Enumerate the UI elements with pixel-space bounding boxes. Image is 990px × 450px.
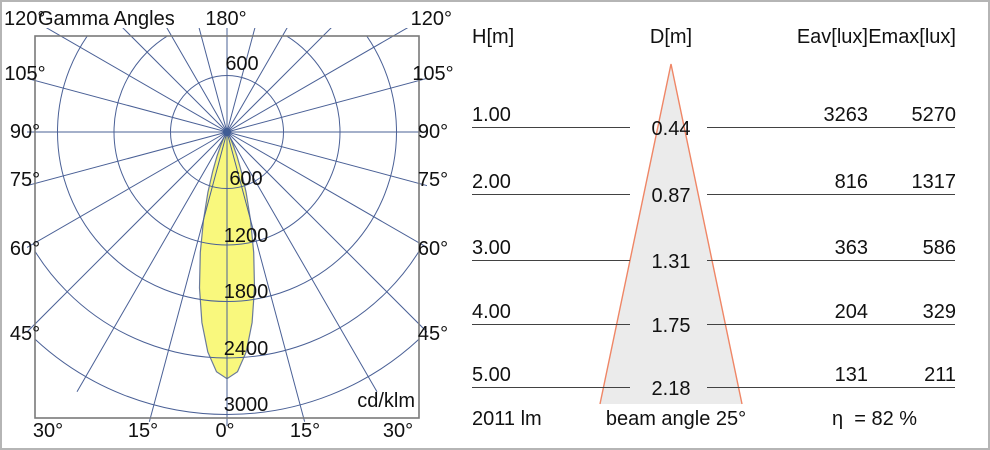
ring-label: 600 [229, 168, 263, 190]
row-line-left [472, 387, 630, 388]
eav-value: 363 [834, 237, 868, 259]
center-dot [223, 128, 231, 136]
angle-label-left: 60° [9, 238, 41, 260]
polar-radial-line [122, 28, 228, 133]
angle-label-bottom: 30° [382, 420, 414, 442]
beam-angle-label: beam angle 25° [605, 408, 747, 430]
ring-label: 1800 [223, 281, 269, 303]
ring-label: 3000 [223, 394, 269, 416]
polar-radial-line [148, 131, 228, 422]
angle-label-right: 45° [417, 323, 449, 345]
row-line-right [707, 387, 955, 388]
column-header-emax: Emax[lux] [868, 26, 956, 48]
emax-value: 211 [924, 364, 956, 386]
angle-label-left: 105° [4, 63, 46, 85]
angle-label-bottom: 30° [32, 420, 64, 442]
row-line-left [472, 324, 630, 325]
row-line-right [707, 194, 955, 195]
polar-radial-line [226, 77, 427, 133]
emax-value: 329 [922, 301, 956, 323]
angle-label-top-right: 120° [410, 8, 452, 30]
polar-radial-line [27, 131, 228, 187]
polar-radial-line [166, 28, 228, 133]
polar-radial-line [226, 131, 378, 393]
polar-radial-line [226, 131, 427, 187]
height-value: 2.00 [472, 171, 511, 193]
height-value: 1.00 [472, 104, 511, 126]
row-line-left [472, 194, 630, 195]
luminous-flux-label: 2011 lm [472, 408, 542, 430]
polar-radial-line [27, 131, 228, 333]
angle-label-left: 45° [9, 323, 41, 345]
unit-label: cd/klm [357, 390, 415, 412]
polar-radial-line [226, 28, 332, 133]
polar-radial-line [226, 28, 256, 133]
diameter-value: 1.31 [651, 251, 691, 273]
polar-radial-line [76, 131, 228, 393]
beam-cone-shape [599, 63, 743, 405]
ring-label: 1200 [223, 224, 269, 247]
column-header-eav: Eav[lux] [796, 26, 868, 48]
polar-radial-line [226, 131, 427, 249]
row-line-right [707, 260, 955, 261]
row-line-left [472, 127, 630, 128]
polar-radial-line [226, 28, 288, 133]
height-value: 3.00 [472, 237, 511, 259]
polar-radial-line [226, 131, 306, 422]
polar-radial-line [226, 28, 409, 133]
beam-cone-diagram [599, 63, 743, 405]
eav-value: 816 [834, 171, 868, 193]
polar-diagram-panel: 120° Gamma Angles 180° 120° cd/klm 600 60… [2, 2, 457, 448]
row-line-right [707, 324, 955, 325]
diameter-value: 0.87 [651, 185, 691, 207]
diameter-value: 1.75 [651, 315, 691, 337]
column-header-diameter: D[m] [649, 26, 693, 48]
polar-radial-line [226, 131, 427, 333]
polar-chart [27, 28, 427, 426]
emax-value: 5270 [911, 104, 957, 126]
angle-label-bottom: 15° [127, 420, 159, 442]
angle-label-right: 105° [412, 63, 454, 85]
angle-label-right: 90° [417, 121, 449, 143]
chart-frame [34, 35, 420, 419]
diameter-value: 2.18 [651, 378, 691, 400]
illuminance-table-panel: H[m] D[m] Eav[lux] Emax[lux] 1.00 0.44 326… [457, 2, 988, 448]
angle-label-left: 75° [9, 169, 41, 191]
row-line-right [707, 127, 955, 128]
row-line-left [472, 260, 630, 261]
efficiency-label: η = 82 % [832, 408, 918, 430]
polar-radial-line [198, 28, 228, 133]
emax-value: 586 [922, 237, 956, 259]
column-header-height: H[m] [472, 26, 515, 48]
height-value: 5.00 [472, 364, 511, 386]
angle-label-180: 180° [205, 8, 247, 30]
radial-grid [27, 28, 427, 426]
angle-label-right: 75° [417, 169, 449, 191]
polar-radial-line [45, 28, 228, 133]
eav-value: 131 [834, 364, 868, 386]
angle-label-bottom: 0° [215, 420, 235, 442]
chart-title: Gamma Angles [38, 8, 175, 30]
eav-value: 204 [834, 301, 868, 323]
angle-label-top-left: 120° [4, 8, 46, 30]
diameter-value: 0.44 [651, 118, 691, 140]
ring-label: 600 [225, 53, 259, 75]
angle-label-right: 60° [417, 238, 449, 260]
emax-value: 1317 [911, 171, 957, 193]
polar-radial-line [27, 77, 228, 133]
angle-label-left: 90° [9, 121, 41, 143]
eav-value: 3263 [823, 104, 869, 126]
height-value: 4.00 [472, 301, 511, 323]
polar-radial-line [27, 131, 228, 249]
ring-label: 2400 [223, 337, 269, 360]
angle-label-bottom: 15° [289, 420, 321, 442]
